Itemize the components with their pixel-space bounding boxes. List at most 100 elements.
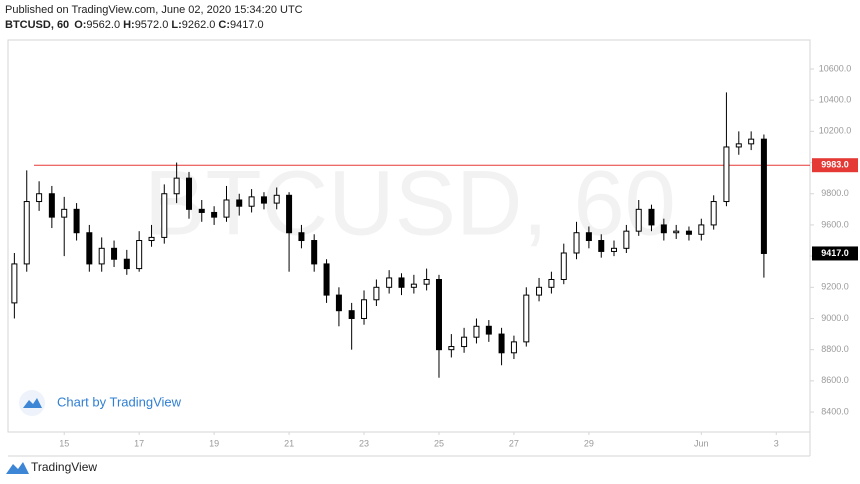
candle-body: [36, 193, 43, 203]
candle-body: [723, 146, 730, 203]
candle-body: [11, 263, 18, 304]
candle-body: [435, 279, 442, 351]
candle-body: [610, 247, 617, 252]
candle-body: [348, 310, 355, 319]
candle-body: [473, 325, 480, 338]
candle-body: [510, 341, 517, 354]
candle-body: [585, 232, 592, 242]
y-tick-label: 9600.0: [821, 219, 849, 229]
candle-body: [548, 279, 555, 288]
candle-body: [660, 224, 667, 234]
x-tick-label: 23: [359, 438, 369, 448]
candle-body: [23, 201, 30, 265]
candle-body: [361, 299, 368, 319]
candle-body: [48, 193, 55, 218]
candle-body: [286, 194, 293, 234]
candle-body: [61, 208, 68, 218]
ohlc-value: 9417.0: [230, 19, 264, 31]
candle-body: [173, 177, 180, 195]
candle-body: [186, 177, 193, 210]
x-tick-label: 21: [284, 438, 294, 448]
x-tick-label: 15: [59, 438, 69, 448]
x-tick-label: 17: [134, 438, 144, 448]
candle-body: [198, 208, 205, 213]
candle-body: [648, 208, 655, 226]
ohlc-label: C:: [218, 19, 230, 31]
candle-body: [323, 263, 330, 296]
x-tick-label: 27: [509, 438, 519, 448]
candle-body: [161, 193, 168, 238]
y-tick-label: 10600.0: [819, 63, 852, 73]
candle-body: [560, 252, 567, 281]
ohlc: O:9562.0 H:9572.0 L:9262.0 C:9417.0: [69, 19, 263, 31]
candle-body: [635, 208, 642, 232]
candle-body: [461, 336, 468, 348]
y-tick-label: 9200.0: [821, 282, 849, 292]
y-tick-label: 8800.0: [821, 344, 849, 354]
plot-frame: [7, 39, 811, 433]
y-tick-label: 9800.0: [821, 188, 849, 198]
y-tick-label: 8600.0: [821, 375, 849, 385]
candle-body: [710, 201, 717, 226]
level-label: 9983.0: [821, 160, 849, 170]
y-tick-label: 9000.0: [821, 313, 849, 323]
candle-body: [698, 224, 705, 235]
candle-body: [211, 211, 218, 218]
candle-body: [536, 286, 543, 296]
candle-body: [685, 230, 692, 235]
legend: BTCUSD, 60 O:9562.0 H:9572.0 L:9262.0 C:9417…: [5, 18, 303, 33]
x-tick-label: 29: [584, 438, 594, 448]
candle-body: [735, 143, 742, 148]
ohlc-label: L:: [171, 19, 182, 31]
x-tick-label: Jun: [694, 438, 709, 448]
candle-body: [298, 232, 305, 242]
candle-body: [760, 138, 767, 254]
last-price-label: 9417.0: [821, 248, 849, 258]
candle-body: [223, 199, 230, 218]
candle-body: [73, 208, 80, 234]
candle-body: [111, 247, 118, 260]
branding: Chart by TradingView: [57, 394, 182, 409]
candle-body: [273, 194, 280, 204]
x-tick-label: 25: [434, 438, 444, 448]
candle-body: [498, 333, 505, 354]
candle-body: [398, 277, 405, 288]
candle-body: [260, 196, 267, 204]
candle-body: [448, 346, 455, 351]
last-price-box: [812, 246, 858, 261]
logo-icon: [23, 398, 42, 408]
published: Published on TradingView.com, June 02, 2…: [5, 4, 303, 16]
ohlc-value: 9262.0: [181, 19, 216, 31]
y-tick-label: 10400.0: [819, 95, 852, 105]
candle-body: [623, 230, 630, 249]
candle-body: [335, 294, 342, 312]
candle-body: [373, 286, 380, 301]
x-tick-label: 19: [209, 438, 219, 448]
candle-body: [148, 236, 155, 242]
candle-body: [423, 279, 430, 285]
candle-body: [410, 283, 417, 288]
symbol: BTCUSD, 60: [5, 19, 70, 31]
header: Published on TradingView.com, June 02, 2…: [5, 3, 303, 33]
candle-body: [86, 232, 93, 265]
candle-body: [598, 240, 605, 252]
candle-body: [523, 294, 530, 343]
candle-body: [573, 232, 580, 254]
y-tick-label: 8400.0: [821, 406, 849, 416]
candle-body: [485, 325, 492, 335]
ohlc-value: 9572.0: [134, 19, 169, 31]
candle-body: [311, 240, 318, 265]
candle-body: [236, 199, 243, 207]
candle-body: [123, 258, 130, 270]
candle-body: [748, 138, 755, 145]
footer-icon: [6, 462, 29, 474]
candle-body: [673, 230, 680, 234]
ohlc-label: H:: [123, 19, 135, 31]
y-tick-label: 10200.0: [819, 126, 852, 136]
ohlc-label: O:: [74, 19, 87, 31]
candle-body: [386, 277, 393, 288]
level-label-box: [812, 158, 858, 173]
candle-body: [248, 196, 255, 207]
